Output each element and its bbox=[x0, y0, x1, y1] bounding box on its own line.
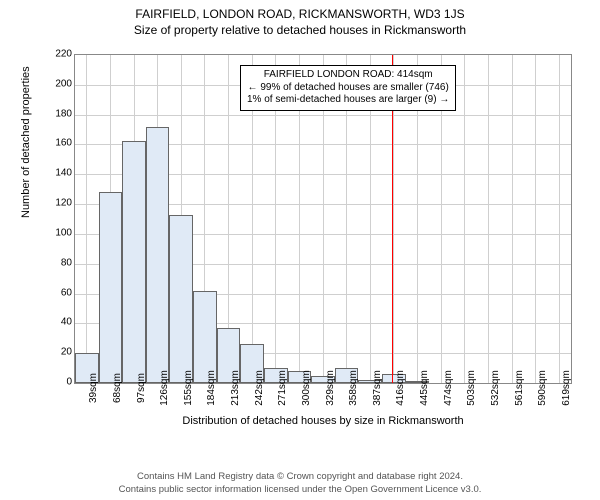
x-axis-label: Distribution of detached houses by size … bbox=[75, 415, 571, 427]
ytick-label: 160 bbox=[55, 138, 72, 149]
footer-line1: Contains HM Land Registry data © Crown c… bbox=[0, 471, 600, 483]
xtick-label: 329sqm bbox=[325, 370, 336, 406]
histogram-bar bbox=[122, 141, 146, 383]
y-axis-label: Number of detached properties bbox=[20, 66, 32, 218]
gridline-v bbox=[512, 55, 513, 383]
xtick-label: 68sqm bbox=[112, 373, 123, 403]
footer-line2: Contains public sector information licen… bbox=[0, 484, 600, 496]
ytick-label: 180 bbox=[55, 108, 72, 119]
ytick-label: 220 bbox=[55, 49, 72, 60]
annotation-box: FAIRFIELD LONDON ROAD: 414sqm← 99% of de… bbox=[240, 65, 456, 111]
xtick-label: 126sqm bbox=[159, 370, 170, 406]
ytick-label: 40 bbox=[61, 317, 72, 328]
xtick-label: 97sqm bbox=[136, 373, 147, 403]
gridline-v bbox=[559, 55, 560, 383]
xtick-label: 619sqm bbox=[561, 370, 572, 406]
xtick-label: 416sqm bbox=[395, 370, 406, 406]
xtick-label: 561sqm bbox=[514, 370, 525, 406]
xtick-label: 503sqm bbox=[466, 370, 477, 406]
chart-container: Number of detached properties Distributi… bbox=[38, 48, 578, 428]
annotation-line: FAIRFIELD LONDON ROAD: 414sqm bbox=[247, 69, 449, 82]
histogram-bar bbox=[169, 215, 193, 383]
histogram-bar bbox=[146, 127, 170, 383]
xtick-label: 184sqm bbox=[206, 370, 217, 406]
gridline-v bbox=[488, 55, 489, 383]
ytick-label: 100 bbox=[55, 227, 72, 238]
ytick-label: 200 bbox=[55, 78, 72, 89]
histogram-bar bbox=[193, 291, 217, 383]
annotation-line: ← 99% of detached houses are smaller (74… bbox=[247, 82, 449, 95]
xtick-label: 213sqm bbox=[230, 370, 241, 406]
chart-title-block: FAIRFIELD, LONDON ROAD, RICKMANSWORTH, W… bbox=[0, 0, 600, 38]
title-line2: Size of property relative to detached ho… bbox=[0, 22, 600, 38]
ytick-label: 60 bbox=[61, 287, 72, 298]
xtick-label: 358sqm bbox=[348, 370, 359, 406]
xtick-label: 590sqm bbox=[537, 370, 548, 406]
footer-attribution: Contains HM Land Registry data © Crown c… bbox=[0, 471, 600, 496]
xtick-label: 300sqm bbox=[301, 370, 312, 406]
histogram-bar bbox=[99, 192, 123, 383]
ytick-label: 80 bbox=[61, 257, 72, 268]
plot-area: Distribution of detached houses by size … bbox=[74, 54, 572, 384]
gridline-v bbox=[535, 55, 536, 383]
xtick-label: 155sqm bbox=[183, 370, 194, 406]
title-line1: FAIRFIELD, LONDON ROAD, RICKMANSWORTH, W… bbox=[0, 6, 600, 22]
gridline-v bbox=[464, 55, 465, 383]
xtick-label: 39sqm bbox=[88, 373, 99, 403]
ytick-label: 0 bbox=[66, 377, 72, 388]
ytick-label: 20 bbox=[61, 347, 72, 358]
xtick-label: 271sqm bbox=[277, 370, 288, 406]
ytick-label: 120 bbox=[55, 198, 72, 209]
xtick-label: 387sqm bbox=[372, 370, 383, 406]
xtick-label: 532sqm bbox=[490, 370, 501, 406]
xtick-label: 445sqm bbox=[419, 370, 430, 406]
xtick-label: 242sqm bbox=[254, 370, 265, 406]
ytick-label: 140 bbox=[55, 168, 72, 179]
xtick-label: 474sqm bbox=[443, 370, 454, 406]
annotation-line: 1% of semi-detached houses are larger (9… bbox=[247, 94, 449, 107]
gridline-v bbox=[86, 55, 87, 383]
